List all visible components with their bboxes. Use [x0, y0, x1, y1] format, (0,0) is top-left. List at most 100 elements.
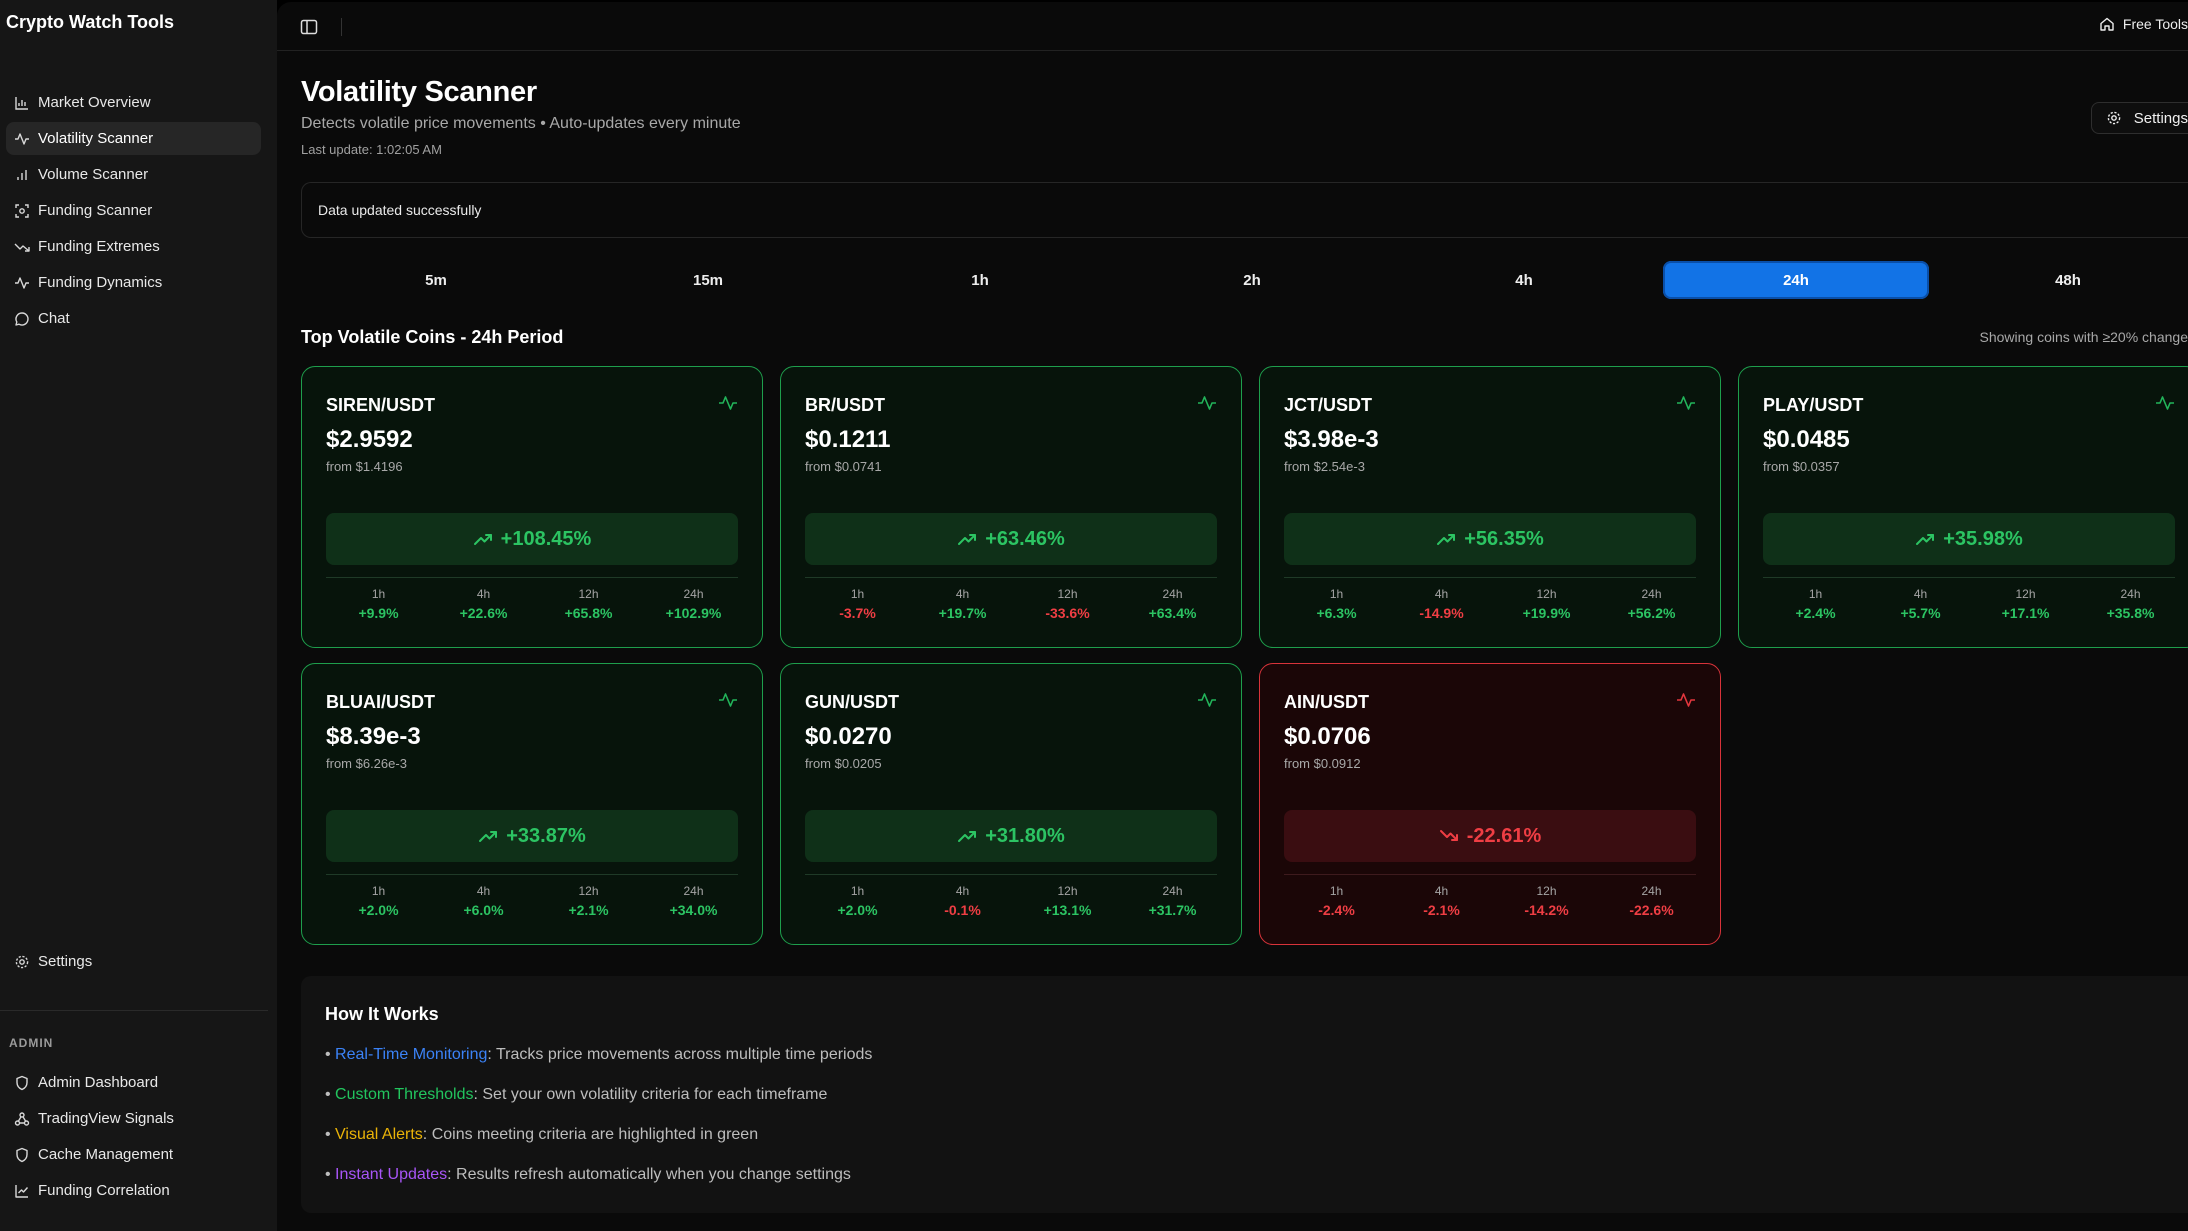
sidebar-item-admin-dashboard[interactable]: Admin Dashboard [6, 1066, 261, 1099]
change-badge: +31.80% [805, 810, 1217, 862]
period-stat-label: 1h [371, 884, 386, 898]
admin-nav: Admin Dashboard TradingView Signals Cach… [6, 1066, 261, 1210]
sidebar-item-chat[interactable]: Chat [6, 302, 261, 335]
period-stats: 1h +2.0% 4h +6.0% 12h +2.1% 24h +34.0% [326, 884, 746, 924]
sidebar-item-funding-correlation[interactable]: Funding Correlation [6, 1174, 261, 1207]
sidebar-item-funding-dynamics[interactable]: Funding Dynamics [6, 266, 261, 299]
tab-48h[interactable]: 48h [2055, 271, 2081, 289]
sidebar-item-volume-scanner[interactable]: Volume Scanner [6, 158, 261, 191]
coin-from-price: from $1.4196 [326, 459, 403, 474]
period-stat: 12h -14.2% [1494, 884, 1599, 918]
sidebar-item-label: Funding Extremes [38, 238, 160, 255]
coin-price: $0.1211 [805, 426, 891, 453]
tab-2h[interactable]: 2h [1243, 271, 1261, 289]
tab-15m[interactable]: 15m [692, 271, 724, 289]
how-item-key: Custom Thresholds [335, 1086, 474, 1103]
period-stat: 4h +22.6% [431, 587, 536, 621]
period-stat-label: 1h [850, 884, 865, 898]
coin-from-price: from $0.0741 [805, 459, 882, 474]
period-stat: 4h +19.7% [910, 587, 1015, 621]
page-title: Volatility Scanner [301, 76, 537, 108]
coin-card[interactable]: GUN/USDT $0.0270 from $0.0205 +31.80% 1h… [780, 663, 1242, 945]
period-stat-value: +31.7% [1148, 902, 1197, 918]
coin-price: $0.0270 [805, 723, 892, 750]
sidebar-item-settings[interactable]: Settings [6, 945, 261, 978]
how-item-custom-thresholds: • Custom Thresholds: Set your own volati… [325, 1086, 828, 1103]
period-stats: 1h -2.4% 4h -2.1% 12h -14.2% 24h -22.6% [1284, 884, 1704, 924]
period-stat: 12h +19.9% [1494, 587, 1599, 621]
coin-card[interactable]: BR/USDT $0.1211 from $0.0741 +63.46% 1h … [780, 366, 1242, 648]
change-value: -22.61% [1466, 824, 1542, 847]
period-stat: 4h +5.7% [1868, 587, 1973, 621]
settings-button-label: Settings [2133, 109, 2188, 127]
period-stat-label: 12h [2015, 587, 2036, 601]
how-item-instant-updates: • Instant Updates: Results refresh autom… [325, 1166, 851, 1183]
tab-4h[interactable]: 4h [1515, 271, 1533, 289]
period-stat-value: +34.0% [669, 902, 718, 918]
status-alert-text: Data updated successfully [318, 202, 482, 218]
period-stat-value: -22.6% [1629, 902, 1674, 918]
free-tools-link[interactable]: Free Tools [2099, 16, 2188, 32]
sidebar-item-market-overview[interactable]: Market Overview [6, 86, 261, 119]
change-value: +63.46% [985, 527, 1065, 550]
period-stat-value: +5.7% [1900, 605, 1941, 621]
tab-5m[interactable]: 5m [425, 271, 447, 289]
sidebar-item-label: Admin Dashboard [38, 1074, 159, 1091]
sidebar-item-funding-scanner[interactable]: Funding Scanner [6, 194, 261, 227]
shield-icon [14, 1147, 30, 1163]
period-stat: 12h -33.6% [1015, 587, 1120, 621]
activity-icon [1676, 393, 1696, 413]
stats-divider [1284, 577, 1696, 578]
how-item-text: : Results refresh automatically when you… [447, 1166, 851, 1183]
timeframe-tabs: 5m 15m 1h 2h 4h 24h 48h [301, 258, 2188, 302]
period-stat-value: +56.2% [1627, 605, 1676, 621]
period-stat-value: +17.1% [2001, 605, 2050, 621]
sidebar-item-cache-management[interactable]: Cache Management [6, 1138, 261, 1171]
period-stat-value: -14.9% [1419, 605, 1464, 621]
gear-icon [2106, 110, 2122, 126]
period-stat-label: 4h [1434, 587, 1449, 601]
coin-card[interactable]: BLUAI/USDT $8.39e-3 from $6.26e-3 +33.87… [301, 663, 763, 945]
period-stats: 1h +2.4% 4h +5.7% 12h +17.1% 24h +35.8% [1763, 587, 2183, 627]
period-stat: 24h +35.8% [2078, 587, 2183, 621]
coin-pair: BLUAI/USDT [326, 692, 435, 712]
coin-card[interactable]: JCT/USDT $3.98e-3 from $2.54e-3 +56.35% … [1259, 366, 1721, 648]
period-stats: 1h +9.9% 4h +22.6% 12h +65.8% 24h +102.9… [326, 587, 746, 627]
coin-price: $3.98e-3 [1284, 426, 1379, 453]
period-stat-label: 24h [1162, 884, 1183, 898]
change-badge: +56.35% [1284, 513, 1696, 565]
tab-1h[interactable]: 1h [971, 271, 989, 289]
period-stat: 4h -2.1% [1389, 884, 1494, 918]
period-stat-label: 4h [1913, 587, 1928, 601]
admin-section-label: ADMIN [9, 1036, 54, 1050]
settings-button[interactable]: Settings [2090, 102, 2188, 134]
tab-24h[interactable]: 24h [1663, 261, 1929, 299]
activity-icon [1197, 690, 1217, 710]
period-stat-value: +35.8% [2106, 605, 2155, 621]
coin-card[interactable]: PLAY/USDT $0.0485 from $0.0357 +35.98% 1… [1738, 366, 2188, 648]
period-stat-value: +19.9% [1522, 605, 1571, 621]
coin-price: $8.39e-3 [326, 723, 421, 750]
coin-card[interactable]: SIREN/USDT $2.9592 from $1.4196 +108.45%… [301, 366, 763, 648]
period-stat-value: +2.1% [568, 902, 609, 918]
period-stat-value: -14.2% [1524, 902, 1569, 918]
period-stat-label: 24h [1162, 587, 1183, 601]
period-stat-value: +2.0% [358, 902, 399, 918]
period-stat: 12h +65.8% [536, 587, 641, 621]
sidebar-item-label: Funding Correlation [38, 1182, 170, 1199]
period-stat: 24h +31.7% [1120, 884, 1225, 918]
coin-card[interactable]: AIN/USDT $0.0706 from $0.0912 -22.61% 1h… [1259, 663, 1721, 945]
sidebar-toggle-icon[interactable] [299, 17, 319, 37]
period-stat-value: -33.6% [1045, 605, 1090, 621]
activity-icon [14, 131, 30, 147]
sidebar-item-funding-extremes[interactable]: Funding Extremes [6, 230, 261, 263]
coin-pair: BR/USDT [805, 395, 885, 415]
sidebar-item-tradingview-signals[interactable]: TradingView Signals [6, 1102, 261, 1135]
page-subtitle: Detects volatile price movements • Auto-… [301, 115, 741, 132]
period-stat: 24h +63.4% [1120, 587, 1225, 621]
trending-up-icon [957, 529, 977, 549]
sidebar-item-volatility-scanner[interactable]: Volatility Scanner [6, 122, 261, 155]
coin-cards-grid: SIREN/USDT $2.9592 from $1.4196 +108.45%… [301, 366, 2188, 946]
period-stat-label: 1h [371, 587, 386, 601]
stats-divider [805, 874, 1217, 875]
